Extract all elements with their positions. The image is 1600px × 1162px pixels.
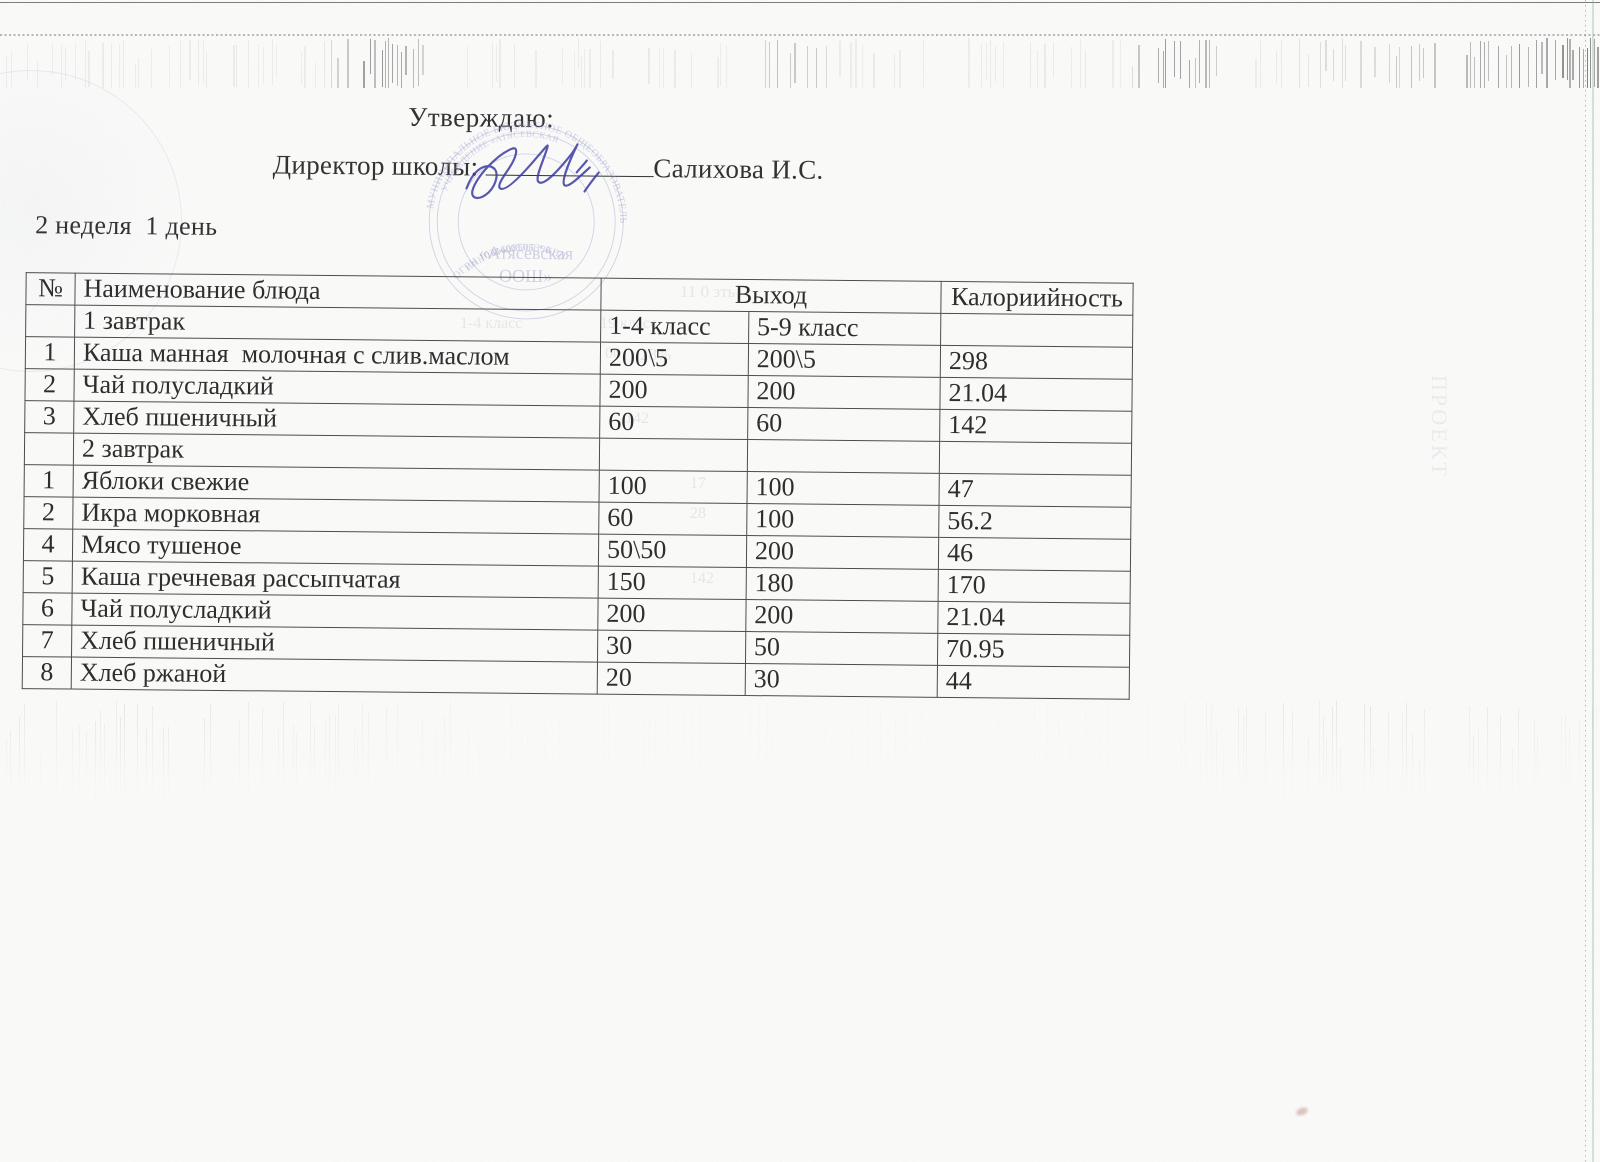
svg-text:«Атясевская: «Атясевская — [479, 242, 574, 263]
